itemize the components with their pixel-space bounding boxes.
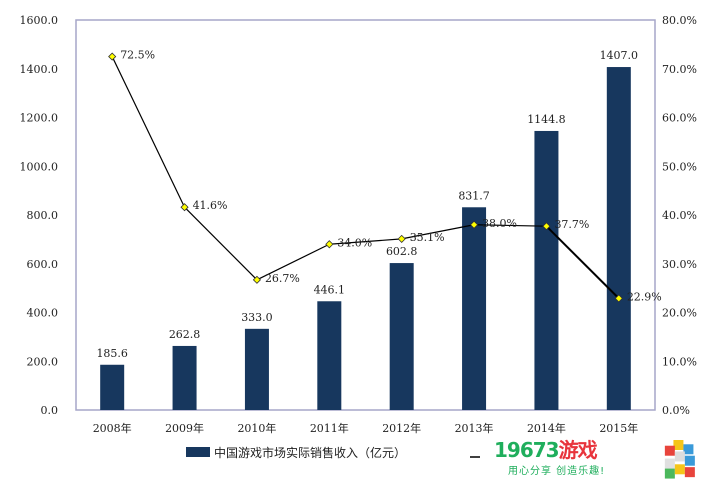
line-marker xyxy=(542,222,551,231)
line-segment xyxy=(111,56,186,208)
bar-data-label: 831.7 xyxy=(458,189,490,202)
watermark-slogan: 用心分享 创造乐趣! xyxy=(508,466,606,477)
left-tick-label: 400.0 xyxy=(27,307,59,320)
bar-data-label: 185.6 xyxy=(96,347,128,360)
bar-data-label: 1144.8 xyxy=(527,113,566,126)
right-tick-label: 80.0% xyxy=(662,14,697,27)
left-tick-label: 600.0 xyxy=(27,258,59,271)
right-tick-label: 70.0% xyxy=(662,63,697,76)
line-segment xyxy=(401,224,475,240)
line-marker xyxy=(397,234,406,243)
line-data-label: 22.9% xyxy=(627,290,662,303)
line-segment xyxy=(545,225,620,300)
right-tick-label: 40.0% xyxy=(662,209,697,222)
left-tick-label: 800.0 xyxy=(27,209,59,222)
plot-area xyxy=(75,19,656,411)
x-tick-label: 2008年 xyxy=(93,421,132,435)
legend-swatch xyxy=(186,447,210,457)
cube-logo-icon xyxy=(664,440,695,479)
x-tick-label: 2015年 xyxy=(599,421,638,435)
x-tick-label: 2012年 xyxy=(382,421,421,435)
bar-data-label: 333.0 xyxy=(241,311,273,324)
bar-data-label: 262.8 xyxy=(169,328,201,341)
right-tick-label: 0.0% xyxy=(662,404,690,417)
left-tick-label: 0.0 xyxy=(41,404,59,417)
right-tick-label: 10.0% xyxy=(662,355,697,368)
line-data-label: 35.1% xyxy=(410,231,445,244)
left-tick-label: 1400.0 xyxy=(20,63,59,76)
line-segment xyxy=(329,238,402,245)
bar xyxy=(606,67,631,410)
legend-label: 中国游戏市场实际销售收入（亿元） xyxy=(214,445,406,460)
watermark-number: 19673 xyxy=(494,438,560,462)
watermark-cn: 游戏 xyxy=(558,438,598,462)
line-marker xyxy=(108,52,117,61)
bar-data-label: 1407.0 xyxy=(600,49,639,62)
bar-data-label: 602.8 xyxy=(386,245,418,258)
left-tick-label: 1600.0 xyxy=(20,14,59,27)
bar xyxy=(172,345,197,410)
x-tick-label: 2014年 xyxy=(527,421,566,435)
line-data-label: 26.7% xyxy=(265,272,300,285)
x-tick-label: 2010年 xyxy=(237,421,276,435)
right-tick-label: 30.0% xyxy=(662,258,697,271)
line-marker xyxy=(469,220,479,229)
left-tick-label: 200.0 xyxy=(27,355,59,368)
bar xyxy=(100,364,125,410)
watermark: 19673游戏 用心分享 创造乐趣! xyxy=(490,438,706,481)
line-marker xyxy=(614,294,623,303)
right-tick-label: 50.0% xyxy=(662,160,697,173)
x-tick-label: 2009年 xyxy=(165,421,204,435)
line-marker xyxy=(252,275,262,284)
line-marker xyxy=(180,203,189,212)
watermark-brand: 19673游戏 xyxy=(494,438,598,462)
line-data-label: 38.0% xyxy=(482,217,517,230)
x-tick-label: 2013年 xyxy=(455,421,494,435)
line-data-label: 37.7% xyxy=(554,218,589,231)
bar xyxy=(244,328,269,410)
line-marker xyxy=(325,240,334,249)
bar xyxy=(389,263,414,410)
line-segment xyxy=(184,206,258,281)
bar xyxy=(462,207,487,410)
x-tick-label: 2011年 xyxy=(310,421,349,435)
bar-data-label: 446.1 xyxy=(314,283,346,296)
line-segment xyxy=(256,243,330,281)
line-segment xyxy=(474,224,547,227)
right-tick-label: 60.0% xyxy=(662,112,697,125)
bar xyxy=(534,130,559,410)
line-data-label: 72.5% xyxy=(120,49,155,62)
left-tick-label: 1000.0 xyxy=(20,160,59,173)
line-data-label: 41.6% xyxy=(193,199,228,212)
right-tick-label: 20.0% xyxy=(662,307,697,320)
bar xyxy=(317,301,342,410)
line-data-label: 34.0% xyxy=(337,236,372,249)
left-tick-label: 1200.0 xyxy=(20,112,59,125)
